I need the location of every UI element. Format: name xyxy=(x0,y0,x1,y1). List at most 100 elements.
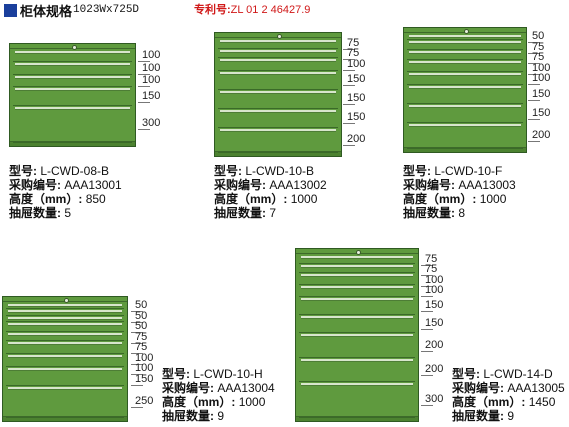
drawer-height-label: 150 xyxy=(532,106,551,119)
header-size: 1023Wx725D xyxy=(73,4,140,16)
dimension-tick xyxy=(343,48,355,50)
lock-icon xyxy=(277,34,282,39)
height-row: 高度（mm）: 1450 xyxy=(452,395,556,409)
model-row: 型号: L-CWD-10-B xyxy=(214,164,315,178)
drawers-row: 抽屉数量: 8 xyxy=(403,206,466,220)
dimension-tick xyxy=(138,86,150,87)
drawer xyxy=(299,333,415,358)
drawer xyxy=(299,255,415,265)
drawer xyxy=(218,58,338,71)
drawers-value: 9 xyxy=(217,409,225,423)
cabinet-info: 型号: L-CWD-10-F 采购编号: AAA13003 高度（mm）: 10… xyxy=(403,164,516,220)
patent-number: 专利号:ZL 01 2 46427.9 xyxy=(194,1,310,17)
code-value: AAA13001 xyxy=(64,178,122,192)
drawer-handle xyxy=(409,105,521,109)
header-title: 柜体规格 xyxy=(20,3,73,19)
drawer-height-label: 200 xyxy=(347,133,366,146)
dimension-tick xyxy=(421,404,433,406)
dimension-tick xyxy=(421,311,433,313)
drawer xyxy=(6,309,124,316)
code-value: AAA13005 xyxy=(507,381,565,395)
drawer-height-label: 50 xyxy=(135,320,148,333)
cabinet-plinth xyxy=(10,141,135,146)
drawer-height-label: 300 xyxy=(142,117,161,130)
drawer xyxy=(13,50,132,63)
drawer xyxy=(299,297,415,316)
dimension-tick xyxy=(421,285,433,287)
drawer-handle xyxy=(220,59,336,62)
drawer-handle xyxy=(220,40,336,43)
drawer xyxy=(6,316,124,323)
drawer-height-label: 150 xyxy=(532,87,551,100)
dimension-tick xyxy=(528,52,540,54)
drawer xyxy=(218,128,338,153)
cabinet-plinth xyxy=(215,151,341,156)
drawer xyxy=(407,34,523,41)
drawer-handle xyxy=(409,41,521,45)
lock-icon xyxy=(64,298,69,303)
model-value: L-CWD-14-D xyxy=(483,367,553,381)
drawer xyxy=(218,90,338,109)
drawer-height-label: 150 xyxy=(347,73,366,86)
dimension-tick xyxy=(421,350,433,352)
drawers-row: 抽屉数量: 5 xyxy=(9,206,72,220)
drawer xyxy=(6,332,124,342)
drawer xyxy=(407,104,523,124)
drawers-row: 抽屉数量: 9 xyxy=(452,409,515,423)
drawer xyxy=(6,322,124,332)
drawer-height-label: 100 xyxy=(142,74,161,86)
dimension-tick xyxy=(138,61,150,63)
dimension-tick xyxy=(528,99,540,101)
drawer-height-label: 100 xyxy=(135,351,154,364)
drawer-height-label: 75 xyxy=(135,341,148,354)
dimension-tick xyxy=(131,311,143,313)
drawer-handle xyxy=(301,298,413,302)
drawer-handle xyxy=(8,316,122,320)
height-value: 1000 xyxy=(290,192,318,206)
dimension-tick xyxy=(131,384,143,386)
model-value: L-CWD-08-B xyxy=(40,164,110,178)
height-value: 1450 xyxy=(528,395,556,409)
drawer-height-label: 150 xyxy=(425,299,444,312)
drawer-height-label: 75 xyxy=(425,263,438,276)
cabinet-drawing-l-cwd-08-b xyxy=(9,43,136,147)
model-value: L-CWD-10-H xyxy=(193,367,263,381)
drawer-height-label: 100 xyxy=(425,273,444,286)
cabinet-plinth xyxy=(3,416,127,421)
drawer xyxy=(13,75,132,88)
drawers-value: 7 xyxy=(269,206,277,220)
cabinet-info: 型号: L-CWD-14-D 采购编号: AAA13005 高度（mm）: 14… xyxy=(452,367,565,423)
drawer-handle xyxy=(409,50,521,54)
drawer-handle xyxy=(301,265,413,269)
drawer-handle xyxy=(409,35,521,38)
code-row: 采购编号: AAA13003 xyxy=(403,178,516,192)
dimension-tick xyxy=(343,59,355,61)
drawer-height-label: 150 xyxy=(347,111,366,124)
dimension-tick xyxy=(131,407,143,409)
drawer-height-label: 100 xyxy=(142,61,161,74)
drawer-handle xyxy=(220,109,336,113)
drawer xyxy=(218,39,338,49)
header-square-icon xyxy=(4,3,17,17)
drawers-value: 8 xyxy=(458,206,466,220)
drawer-handle xyxy=(8,355,122,359)
drawer-height-label: 100 xyxy=(425,284,444,297)
drawer-handle xyxy=(15,63,130,67)
drawer-handle xyxy=(15,51,130,54)
drawer-height-label: 100 xyxy=(532,61,551,74)
drawer xyxy=(6,341,124,355)
drawer-height-label: 100 xyxy=(142,49,161,62)
drawer-height-label: 75 xyxy=(532,40,545,53)
drawer-handle xyxy=(8,310,122,314)
dimension-tick xyxy=(421,374,433,376)
drawer-handle xyxy=(8,342,122,346)
dimension-tick xyxy=(528,84,540,86)
drawer xyxy=(13,87,132,106)
drawer-handle xyxy=(8,323,122,327)
code-value: AAA13003 xyxy=(458,178,516,192)
dimension-tick xyxy=(343,85,355,87)
drawer xyxy=(299,315,415,334)
drawer xyxy=(6,354,124,367)
code-row: 采购编号: AAA13004 xyxy=(162,381,275,395)
drawer-height-label: 200 xyxy=(425,338,444,351)
